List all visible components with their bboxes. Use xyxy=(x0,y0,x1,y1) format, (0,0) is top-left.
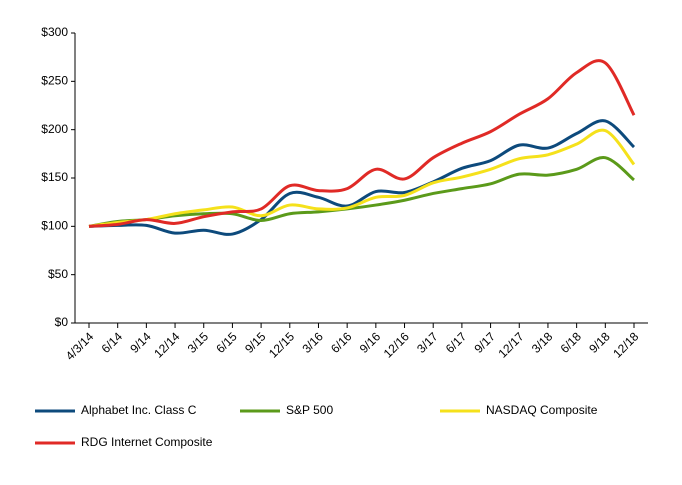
x-tick-label: 6/17 xyxy=(443,329,470,356)
x-tick-label: 9/15 xyxy=(242,329,269,356)
x-tick-label: 3/18 xyxy=(529,329,556,356)
legend-label: RDG Internet Composite xyxy=(81,435,213,449)
x-tick-label: 3/17 xyxy=(414,329,441,356)
x-tick-label: 3/16 xyxy=(299,329,326,356)
x-tick-label: 12/15 xyxy=(266,329,297,360)
x-tick-label: 12/16 xyxy=(381,329,412,360)
x-tick-label: 3/15 xyxy=(185,329,212,356)
legend-label: NASDAQ Composite xyxy=(486,403,598,417)
legend-label: S&P 500 xyxy=(286,403,333,417)
series-line xyxy=(88,128,636,228)
y-tick-label: $300 xyxy=(41,25,68,39)
x-tick-label: 12/18 xyxy=(610,329,641,360)
y-tick-label: $250 xyxy=(41,74,68,88)
y-tick-label: $100 xyxy=(41,219,68,233)
x-tick-label: 9/18 xyxy=(586,329,613,356)
y-tick-label: $0 xyxy=(55,315,69,329)
y-tick-label: $150 xyxy=(41,170,68,184)
x-tick-label: 6/15 xyxy=(213,329,240,356)
x-tick-label: 9/16 xyxy=(357,329,384,356)
x-tick-label: 12/14 xyxy=(151,329,182,360)
x-tick-label: 12/17 xyxy=(495,329,526,360)
x-tick-label: 6/16 xyxy=(328,329,355,356)
legend-label: Alphabet Inc. Class C xyxy=(81,403,197,417)
series-line xyxy=(88,119,636,236)
x-tick-label: 9/17 xyxy=(472,329,499,356)
x-tick-label: 6/18 xyxy=(558,329,585,356)
y-tick-label: $200 xyxy=(41,122,68,136)
x-tick-label: 6/14 xyxy=(99,329,126,356)
series-line xyxy=(88,156,635,228)
x-tick-label: 9/14 xyxy=(127,329,154,356)
y-tick-label: $50 xyxy=(48,267,68,281)
series-line xyxy=(88,59,636,228)
x-tick-label: 4/3/14 xyxy=(63,329,97,363)
